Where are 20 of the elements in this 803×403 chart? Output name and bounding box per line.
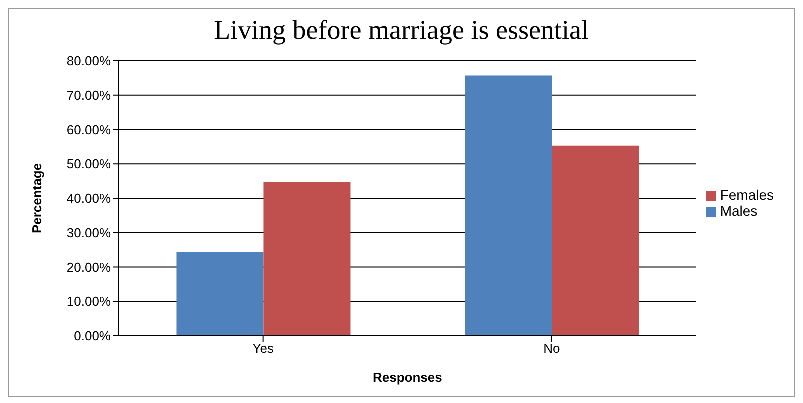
- y-tick-label: 50.00%: [66, 156, 112, 172]
- legend-label: Females: [720, 186, 774, 202]
- y-tick-label: 70.00%: [66, 88, 112, 103]
- y-tick-label: 20.00%: [66, 260, 112, 275]
- x-tick-label: Yes: [252, 341, 274, 356]
- x-axis-title: Responses: [372, 370, 442, 385]
- x-tick-label: No: [544, 341, 560, 356]
- bar: [552, 146, 640, 336]
- y-tick-label: 80.00%: [66, 54, 112, 69]
- chart-title: Living before marriage is essential: [213, 15, 590, 46]
- bar: [465, 76, 552, 336]
- y-tick-label: 60.00%: [66, 122, 112, 138]
- y-tick-label: 30.00%: [66, 225, 112, 240]
- y-tick-label: 0.00%: [74, 328, 112, 344]
- y-axis-title: Percentage: [30, 163, 45, 234]
- bar: [264, 182, 351, 336]
- legend-label: Males: [720, 202, 758, 218]
- bar: [176, 252, 264, 336]
- y-tick-label: 10.00%: [66, 294, 112, 310]
- y-tick-label: 40.00%: [66, 191, 112, 206]
